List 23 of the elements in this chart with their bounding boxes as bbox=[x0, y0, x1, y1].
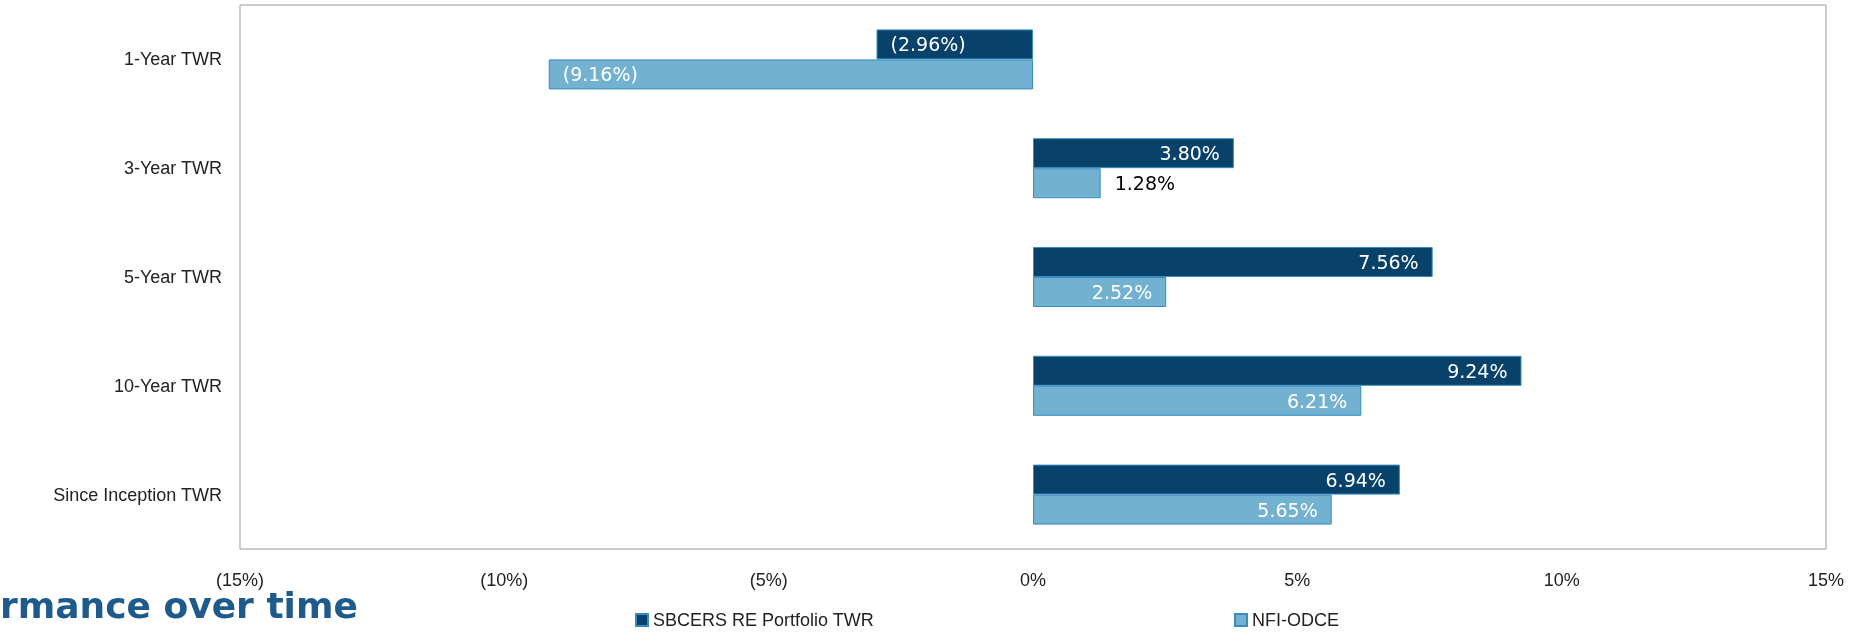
y-tick-label: 3-Year TWR bbox=[123, 158, 222, 179]
y-tick-label: 1-Year TWR bbox=[123, 49, 222, 70]
x-tick-label: (10%) bbox=[480, 570, 529, 590]
data-label: 6.94% bbox=[1325, 468, 1386, 491]
legend-label: NFI-ODCE bbox=[1252, 610, 1340, 630]
x-tick-label: (5%) bbox=[749, 570, 788, 590]
data-label: 1.28% bbox=[1114, 172, 1176, 195]
data-label: 5.65% bbox=[1257, 498, 1318, 521]
data-label: (9.16%) bbox=[562, 63, 638, 86]
data-label: 6.21% bbox=[1286, 389, 1348, 412]
data-label: (2.96%) bbox=[890, 33, 966, 56]
x-tick-label: 15% bbox=[1807, 570, 1845, 590]
x-tick-label: 5% bbox=[1284, 570, 1311, 590]
data-label: 3.80% bbox=[1159, 142, 1220, 165]
legend-label: SBCERS RE Portfolio TWR bbox=[653, 610, 874, 630]
y-tick-label: Since Inception TWR bbox=[53, 484, 222, 505]
data-label: 7.56% bbox=[1358, 251, 1419, 273]
data-label: 9.24% bbox=[1447, 359, 1508, 382]
x-tick-label: 10% bbox=[1543, 570, 1580, 590]
y-tick-label: 5-Year TWR bbox=[123, 267, 222, 287]
y-tick-label: 10-Year TWR bbox=[113, 375, 222, 396]
x-tick-label: 0% bbox=[1019, 570, 1047, 590]
data-label: 2.52% bbox=[1091, 281, 1153, 303]
